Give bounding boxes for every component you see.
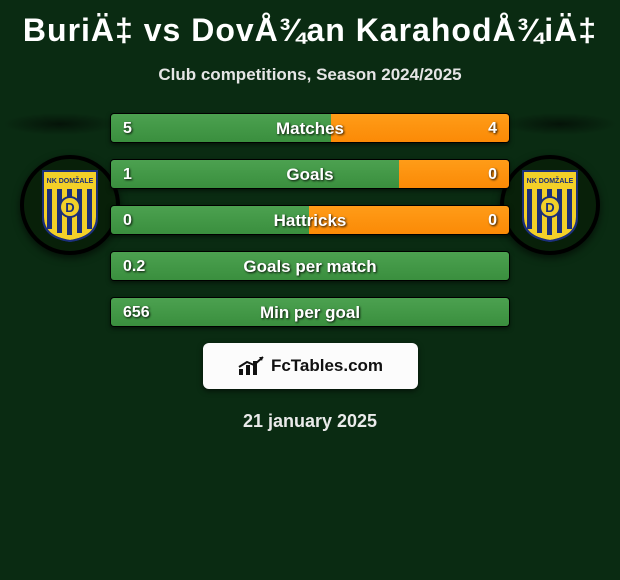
stat-label: Matches bbox=[111, 114, 509, 143]
svg-text:NK DOMŽALE: NK DOMŽALE bbox=[47, 176, 94, 185]
stat-label: Hattricks bbox=[111, 206, 509, 235]
shadow-right bbox=[504, 113, 616, 135]
stat-value-left: 5 bbox=[123, 114, 132, 143]
stat-label: Goals bbox=[111, 160, 509, 189]
footer-date: 21 january 2025 bbox=[0, 411, 620, 432]
stat-value-right: 0 bbox=[488, 206, 497, 235]
stat-label: Goals per match bbox=[111, 252, 509, 281]
stat-row: Matches5 4 bbox=[110, 113, 510, 143]
svg-text:D: D bbox=[65, 200, 74, 215]
stat-label: Min per goal bbox=[111, 298, 509, 327]
stat-row: Goals per match0.2 bbox=[110, 251, 510, 281]
comparison-panel: NK DOMŽALE D bbox=[0, 113, 620, 432]
svg-text:NK DOMŽALE: NK DOMŽALE bbox=[527, 176, 574, 185]
page-subtitle: Club competitions, Season 2024/2025 bbox=[0, 65, 620, 85]
stat-row: Goals1 0 bbox=[110, 159, 510, 189]
stat-value-left: 0 bbox=[123, 206, 132, 235]
stat-value-left: 656 bbox=[123, 298, 150, 327]
svg-text:D: D bbox=[545, 200, 554, 215]
brand-plate[interactable]: FcTables.com bbox=[203, 343, 418, 389]
club-logo-right: NK DOMŽALE D bbox=[500, 155, 600, 255]
club-logo-left: NK DOMŽALE D bbox=[20, 155, 120, 255]
page-title: BuriÄ‡ vs DovÅ¾an KarahodÅ¾iÄ‡ bbox=[0, 0, 620, 49]
club-crest-icon: NK DOMŽALE D bbox=[519, 167, 581, 243]
stat-row: Min per goal656 bbox=[110, 297, 510, 327]
stat-value-left: 0.2 bbox=[123, 252, 145, 281]
brand-text: FcTables.com bbox=[271, 356, 383, 376]
brand-chart-icon bbox=[237, 355, 265, 377]
stat-value-right: 0 bbox=[488, 160, 497, 189]
stat-bars: Matches54Goals10Hattricks00Goals per mat… bbox=[110, 113, 510, 327]
stat-value-left: 1 bbox=[123, 160, 132, 189]
stat-row: Hattricks0 0 bbox=[110, 205, 510, 235]
shadow-left bbox=[4, 113, 116, 135]
stat-value-right: 4 bbox=[488, 114, 497, 143]
club-crest-icon: NK DOMŽALE D bbox=[39, 167, 101, 243]
